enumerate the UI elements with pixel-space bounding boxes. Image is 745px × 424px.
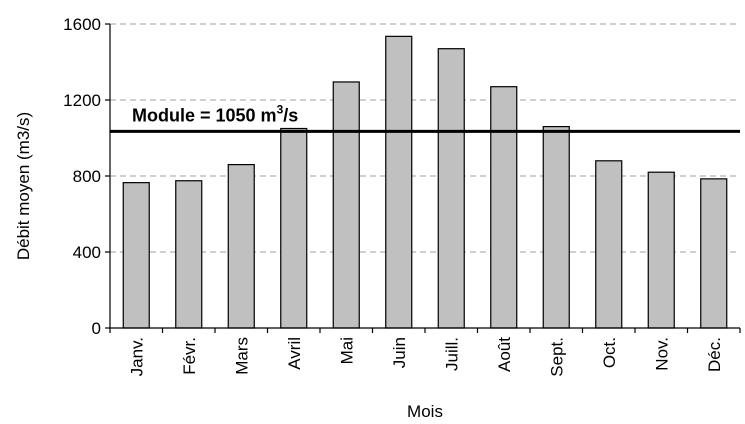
x-tick-label: Janv. [127, 337, 146, 376]
bar-12 [700, 178, 728, 329]
x-tick-label: Nov. [652, 337, 671, 371]
module-annotation-suffix: /s [283, 105, 298, 125]
y-tick-labels: 0 400 800 1200 1600 [63, 15, 101, 338]
x-tick-label: Juill. [442, 337, 461, 371]
x-axis-title: Mois [407, 402, 443, 421]
y-axis-title: Débit moyen (m3/s) [14, 112, 33, 260]
bar-8 [490, 86, 518, 329]
x-tick-label: Juin [390, 337, 409, 368]
x-tick-label: Août [495, 337, 514, 372]
module-annotation-superscript: 3 [277, 102, 284, 116]
x-tick-label: Avril [285, 337, 304, 370]
y-tick-label: 0 [92, 319, 101, 338]
x-tick-label: Févr. [180, 337, 199, 375]
bar-10 [595, 160, 623, 329]
bar-6 [385, 35, 413, 329]
x-tick-label: Sept. [547, 337, 566, 377]
x-tick-label: Mars [232, 337, 251, 375]
bar-2 [175, 180, 203, 329]
bar-3 [227, 164, 255, 329]
bar-7 [437, 48, 465, 329]
y-tick-label: 800 [73, 167, 101, 186]
x-tick-label: Déc. [705, 337, 724, 372]
y-tick-label: 1600 [63, 15, 101, 34]
axes [105, 23, 741, 333]
y-tick-label: 400 [73, 243, 101, 262]
bar-1 [122, 182, 150, 329]
x-tick-label: Oct. [600, 337, 619, 368]
x-tick-label: Mai [337, 337, 356, 364]
bar-9 [542, 125, 570, 329]
bar-11 [647, 171, 675, 329]
module-annotation-prefix: Module = 1050 m [132, 105, 277, 125]
bar-4 [280, 127, 308, 329]
bar-5 [332, 81, 360, 329]
y-tick-label: 1200 [63, 91, 101, 110]
grid-lines [110, 23, 740, 253]
module-annotation: Module = 1050 m3/s [132, 102, 298, 125]
x-tick-labels: Janv. Févr. Mars Avril Mai Juin Juill. Août Sept… [127, 337, 724, 377]
bars [122, 35, 728, 329]
